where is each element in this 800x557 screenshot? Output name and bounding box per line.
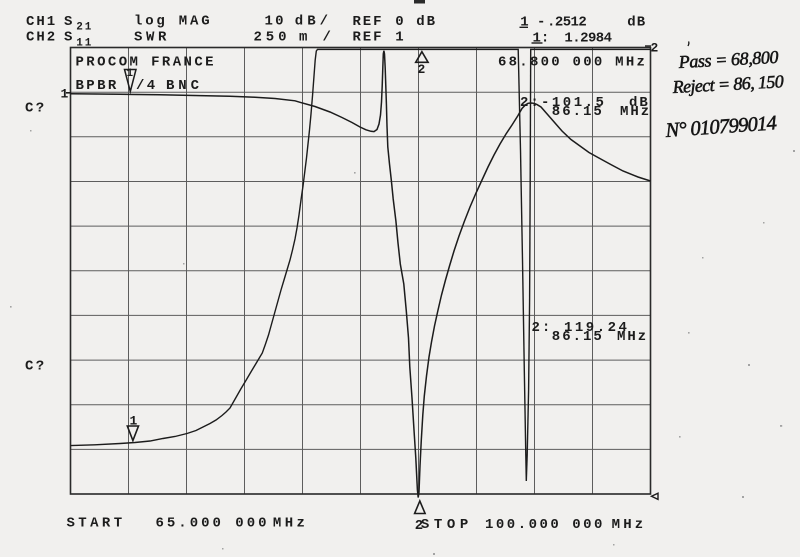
- svg-text:log MAG: log MAG: [134, 13, 212, 29]
- svg-text:REF: REF: [353, 30, 384, 46]
- svg-text:2:: 2:: [532, 320, 553, 336]
- svg-text:86.15: 86.15: [552, 329, 604, 345]
- svg-text:/: /: [323, 30, 333, 46]
- svg-text:/4: /4: [136, 78, 158, 94]
- svg-text:STOP: STOP: [421, 517, 473, 533]
- svg-text:dB: dB: [416, 14, 437, 30]
- svg-text:2: 2: [415, 518, 423, 534]
- svg-text:CH2: CH2: [26, 30, 57, 46]
- svg-text:m: m: [299, 30, 309, 46]
- svg-text:MHz: MHz: [620, 104, 651, 120]
- svg-text:1: 1: [127, 68, 134, 80]
- svg-text:250: 250: [254, 30, 291, 46]
- svg-text:S: S: [64, 14, 74, 30]
- svg-text:2:: 2:: [520, 95, 541, 111]
- svg-text:1: 1: [130, 414, 138, 429]
- svg-text:86.15: 86.15: [552, 104, 604, 120]
- svg-text:BPBR: BPBR: [76, 78, 119, 94]
- svg-text:2: 2: [651, 41, 659, 56]
- svg-text:C?: C?: [25, 359, 47, 375]
- svg-text:1.2984: 1.2984: [564, 30, 611, 46]
- svg-text:11: 11: [76, 38, 93, 50]
- svg-text:-101.5: -101.5: [541, 95, 606, 111]
- svg-text:0: 0: [395, 14, 405, 30]
- svg-text:dB/: dB/: [295, 13, 332, 29]
- svg-text:1: 1: [61, 87, 69, 102]
- svg-text:START: START: [67, 515, 126, 531]
- svg-text:100.000 000: 100.000 000: [485, 517, 605, 533]
- svg-text:-: -: [537, 15, 545, 31]
- svg-text:65.000 000: 65.000 000: [156, 515, 270, 531]
- svg-text:BNC: BNC: [166, 78, 203, 94]
- svg-text:MHz: MHz: [273, 515, 308, 531]
- svg-text:S: S: [64, 30, 74, 46]
- svg-text:MHz: MHz: [617, 329, 648, 345]
- svg-text:1: 1: [395, 30, 405, 46]
- svg-text:dB: dB: [627, 15, 646, 31]
- svg-text:dB: dB: [629, 95, 650, 111]
- svg-text:CH1: CH1: [26, 14, 57, 30]
- svg-text:PROCOM FRANCE: PROCOM FRANCE: [76, 55, 216, 71]
- svg-text:21: 21: [76, 22, 93, 34]
- svg-text:1:: 1:: [533, 30, 550, 46]
- svg-text:68.800 000 MHz: 68.800 000 MHz: [498, 55, 647, 71]
- svg-text:SWR: SWR: [134, 30, 170, 46]
- svg-text:REF: REF: [353, 14, 384, 30]
- svg-text:2: 2: [418, 62, 426, 77]
- svg-text:119.24: 119.24: [564, 320, 629, 336]
- svg-text:MHz: MHz: [612, 517, 647, 533]
- svg-text:10: 10: [265, 13, 286, 29]
- svg-text:C?: C?: [25, 101, 47, 117]
- svg-text:.2512: .2512: [547, 15, 586, 31]
- svg-text:1: 1: [520, 15, 528, 31]
